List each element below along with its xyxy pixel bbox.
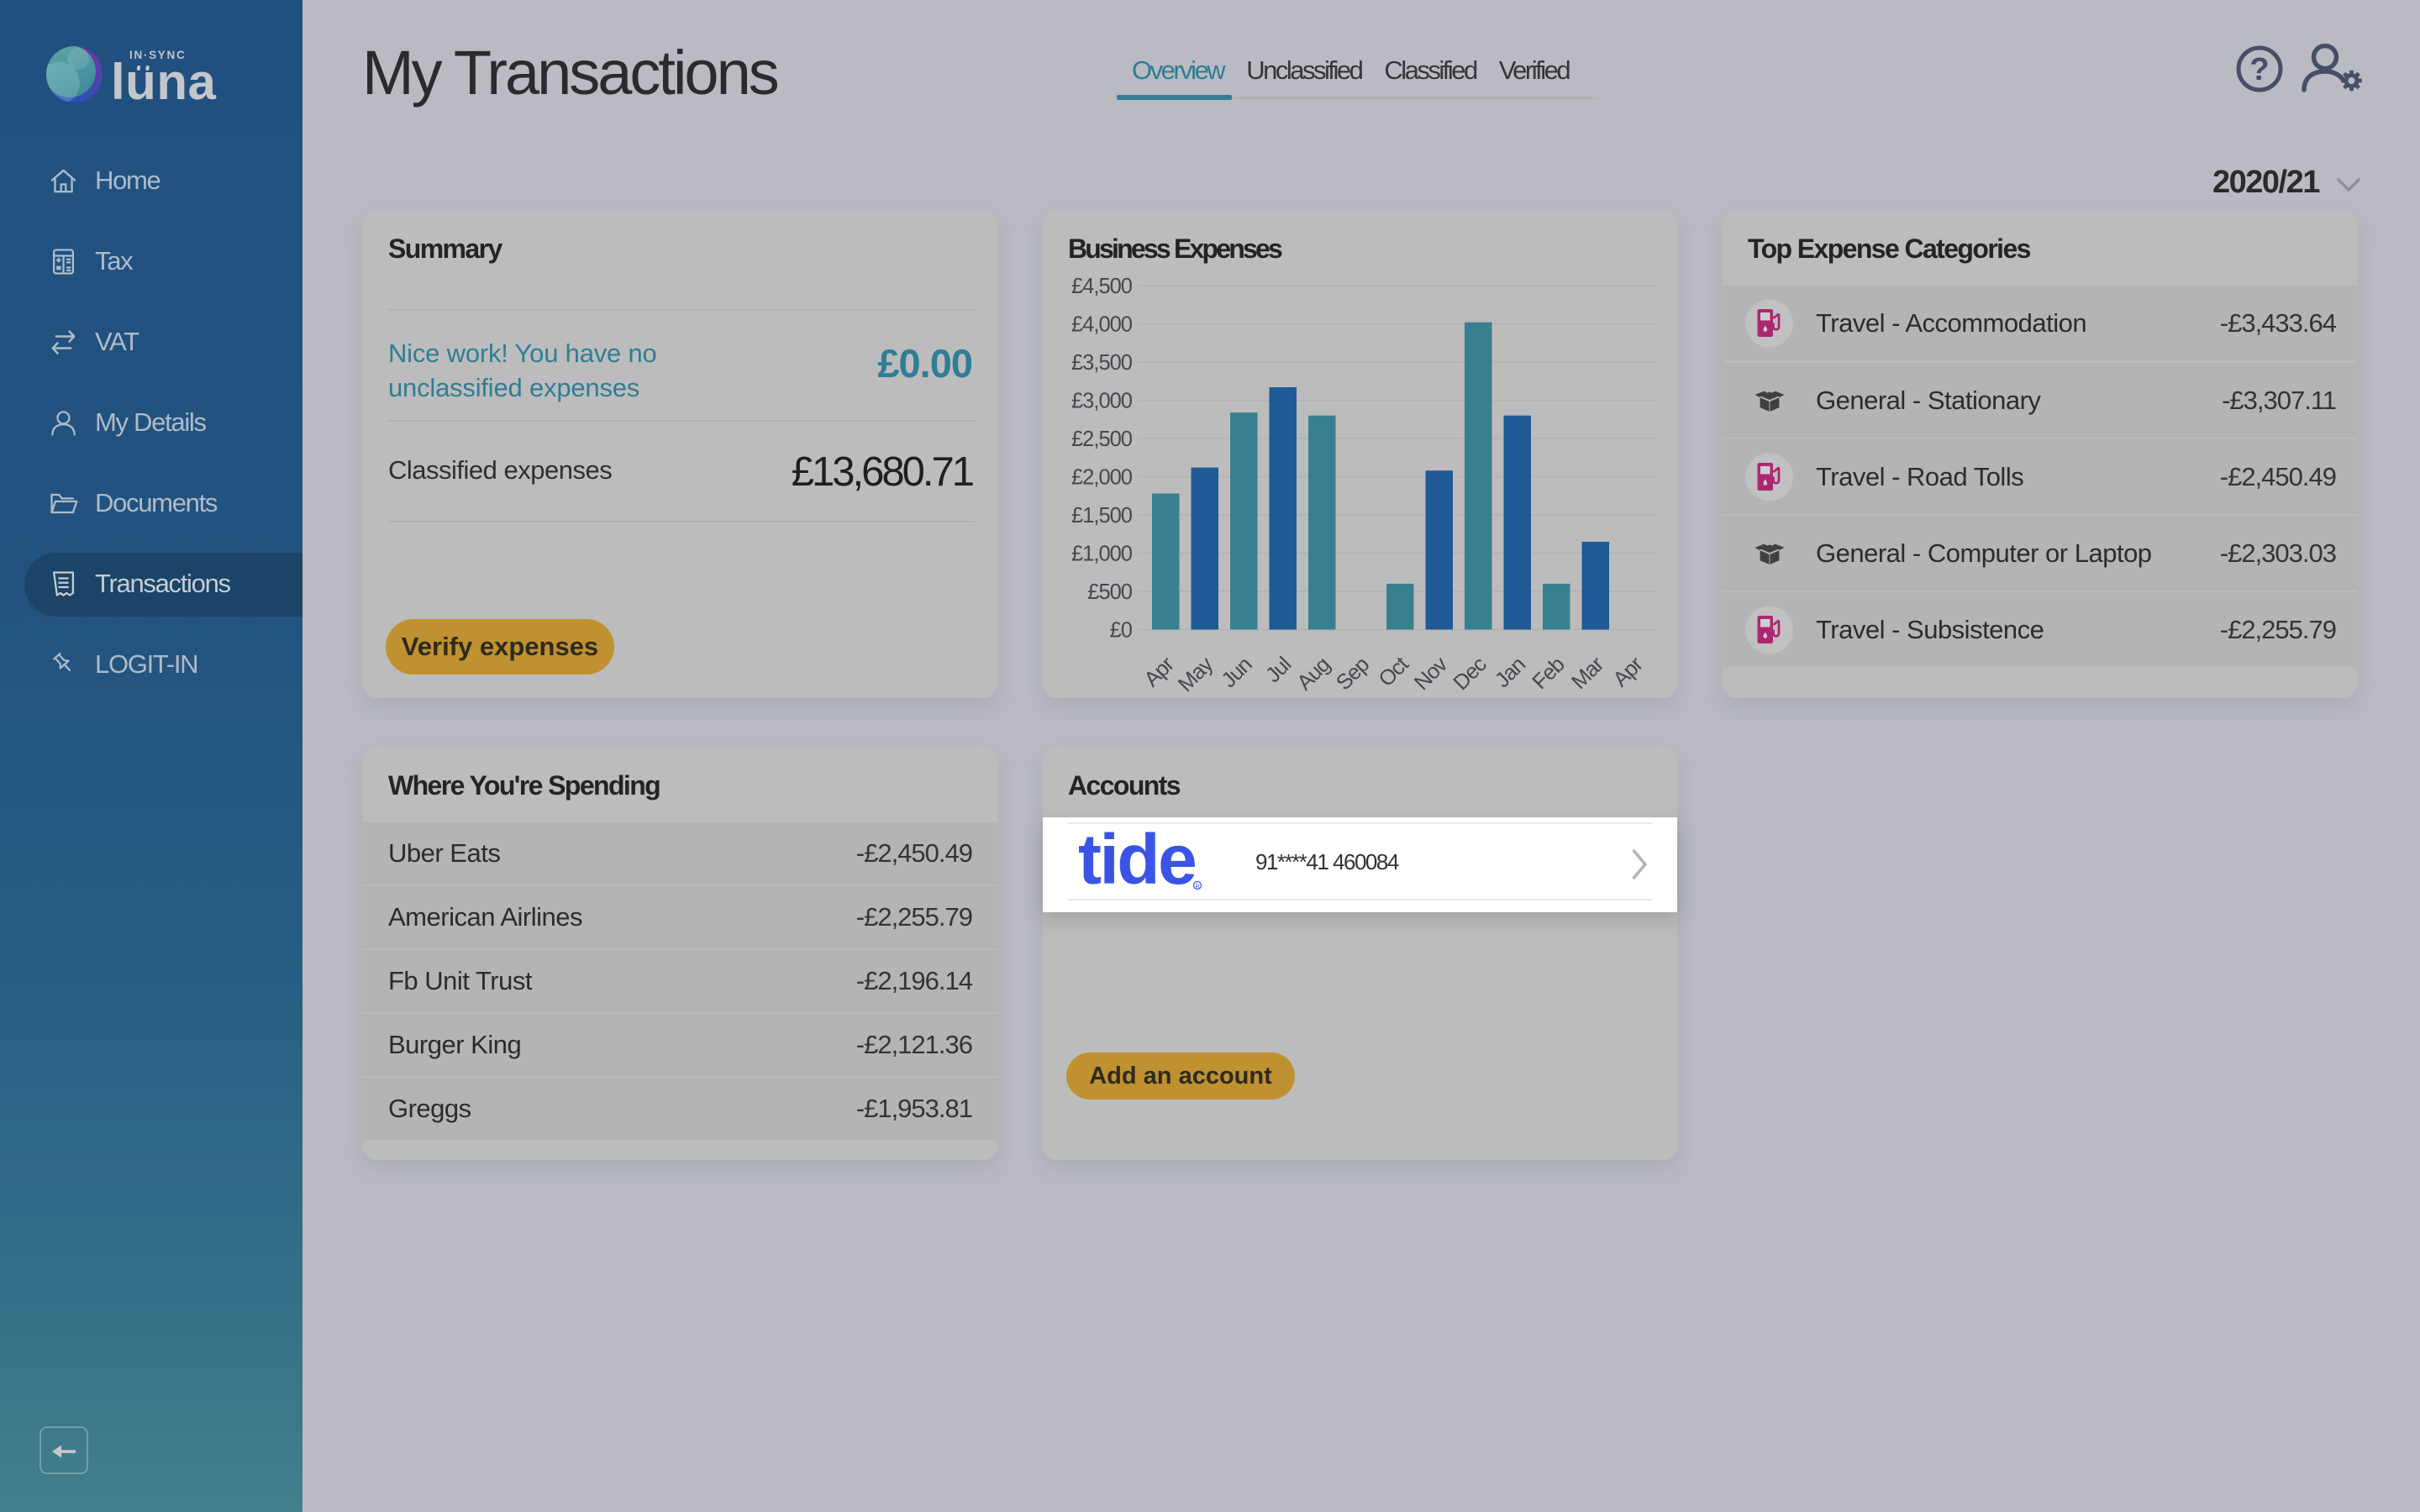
- svg-text:£4,500: £4,500: [1071, 275, 1133, 298]
- svg-text:Jan: Jan: [1491, 653, 1530, 692]
- svg-text:£0: £0: [1110, 619, 1133, 643]
- svg-text:£1,500: £1,500: [1071, 504, 1133, 528]
- svg-text:£2,500: £2,500: [1071, 428, 1133, 451]
- svg-text:Aug: Aug: [1292, 653, 1334, 695]
- svg-text:?: ?: [2249, 52, 2269, 87]
- svg-text:£2,000: £2,000: [1071, 466, 1133, 490]
- svg-text:luna: luna: [111, 54, 216, 110]
- svg-text:Dec: Dec: [1449, 653, 1491, 696]
- svg-text:Jun: Jun: [1217, 653, 1256, 692]
- svg-text:£3,000: £3,000: [1071, 390, 1133, 413]
- svg-text:tide: tide: [1078, 826, 1195, 899]
- svg-text:Oct: Oct: [1375, 653, 1413, 691]
- svg-text:£500: £500: [1087, 580, 1133, 604]
- svg-text:Nov: Nov: [1410, 653, 1453, 696]
- svg-text:Jul: Jul: [1261, 653, 1296, 687]
- svg-text:IN·SYNC: IN·SYNC: [129, 49, 186, 61]
- svg-text:Feb: Feb: [1528, 653, 1569, 694]
- svg-text:Sep: Sep: [1332, 653, 1374, 695]
- svg-text:May: May: [1174, 653, 1218, 697]
- svg-text:£4,000: £4,000: [1071, 313, 1133, 337]
- svg-text:Mar: Mar: [1567, 652, 1609, 694]
- svg-text:Apr: Apr: [1140, 652, 1180, 691]
- svg-text:£3,500: £3,500: [1071, 351, 1133, 375]
- svg-text:Apr: Apr: [1609, 652, 1649, 691]
- svg-text:£1,000: £1,000: [1071, 543, 1133, 566]
- svg-text:R: R: [1195, 885, 1199, 890]
